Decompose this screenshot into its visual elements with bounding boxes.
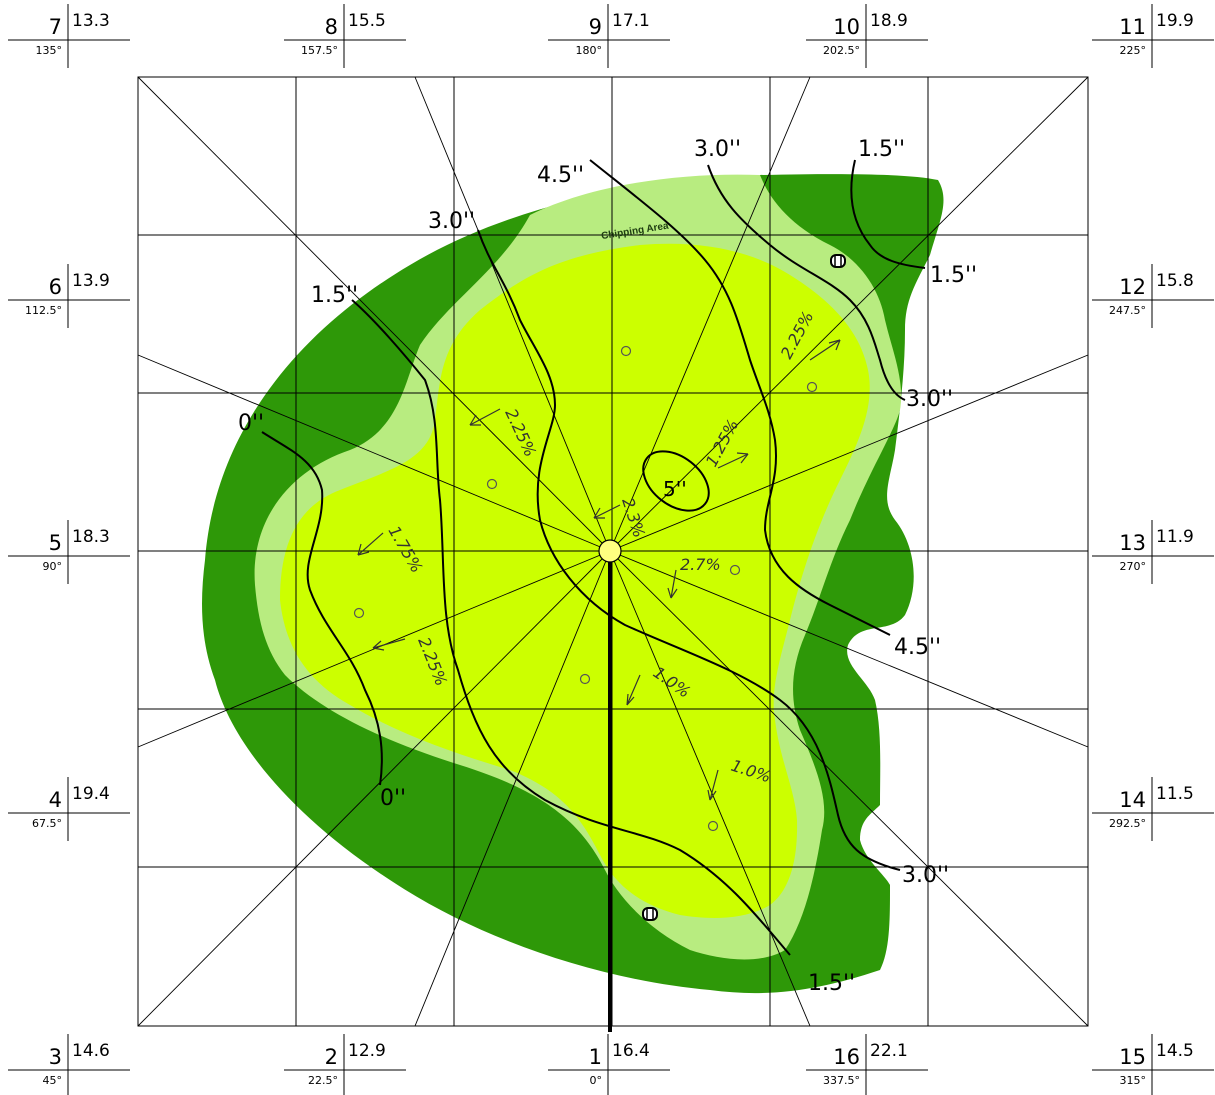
station-number: 13 xyxy=(1119,531,1146,555)
station-5: 5 18.3 90° xyxy=(8,520,130,584)
contour-label: 3.0'' xyxy=(694,137,741,162)
station-value: 11.5 xyxy=(1156,784,1194,804)
contour-label: 4.5'' xyxy=(894,635,941,660)
station-value: 14.6 xyxy=(72,1041,110,1061)
station-15: 15 14.5 315° xyxy=(1092,1034,1214,1095)
station-angle: 315° xyxy=(1120,1074,1147,1087)
station-3: 3 14.6 45° xyxy=(8,1034,130,1095)
station-value: 19.9 xyxy=(1156,11,1194,31)
station-4: 4 19.4 67.5° xyxy=(8,777,130,841)
station-value: 13.3 xyxy=(72,11,110,31)
station-angle: 270° xyxy=(1120,560,1147,573)
station-9: 9 17.1 180° xyxy=(548,4,670,68)
station-angle: 247.5° xyxy=(1109,304,1146,317)
station-angle: 292.5° xyxy=(1109,817,1146,830)
station-value: 15.8 xyxy=(1156,271,1194,291)
station-angle: 225° xyxy=(1120,44,1147,57)
contour-label: 1.5'' xyxy=(858,137,905,162)
station-angle: 112.5° xyxy=(25,304,62,317)
contour-label: 1.5'' xyxy=(808,971,855,996)
station-value: 11.9 xyxy=(1156,527,1194,547)
station-11: 11 19.9 225° xyxy=(1092,4,1214,68)
station-value: 17.1 xyxy=(612,11,650,31)
station-number: 10 xyxy=(833,15,860,39)
station-value: 22.1 xyxy=(870,1041,908,1061)
station-number: 7 xyxy=(49,15,62,39)
station-number: 14 xyxy=(1119,788,1146,812)
station-2: 2 12.9 22.5° xyxy=(284,1034,406,1095)
station-angle: 135° xyxy=(36,44,63,57)
station-value: 15.5 xyxy=(348,11,386,31)
station-6: 6 13.9 112.5° xyxy=(8,264,130,328)
station-number: 12 xyxy=(1119,275,1146,299)
station-value: 14.5 xyxy=(1156,1041,1194,1061)
station-number: 9 xyxy=(589,15,602,39)
station-number: 16 xyxy=(833,1045,860,1069)
station-number: 4 xyxy=(49,788,62,812)
station-8: 8 15.5 157.5° xyxy=(284,4,406,68)
station-angle: 67.5° xyxy=(32,817,62,830)
station-7: 7 13.3 135° xyxy=(8,4,130,68)
slope-label: 2.7% xyxy=(680,555,721,574)
station-value: 12.9 xyxy=(348,1041,386,1061)
station-angle: 180° xyxy=(576,44,603,57)
station-12: 12 15.8 247.5° xyxy=(1092,264,1214,328)
station-angle: 22.5° xyxy=(308,1074,338,1087)
contour-label: 0'' xyxy=(238,411,264,436)
station-number: 6 xyxy=(49,275,62,299)
station-number: 8 xyxy=(325,15,338,39)
station-number: 2 xyxy=(325,1045,338,1069)
station-number: 15 xyxy=(1119,1045,1146,1069)
contour-label: 3.0'' xyxy=(906,387,953,412)
contour-label: 3.0'' xyxy=(902,863,949,888)
station-angle: 45° xyxy=(43,1074,63,1087)
contour-label: 3.0'' xyxy=(428,209,475,234)
contour-label: 1.5'' xyxy=(311,283,358,308)
station-angle: 337.5° xyxy=(823,1074,860,1087)
drain-icon xyxy=(643,908,657,920)
center-hole xyxy=(599,540,621,562)
station-value: 18.3 xyxy=(72,527,110,547)
center-high-point-label: 5'' xyxy=(663,477,687,501)
station-angle: 202.5° xyxy=(823,44,860,57)
station-16: 16 22.1 337.5° xyxy=(806,1034,928,1095)
station-14: 14 11.5 292.5° xyxy=(1092,777,1214,841)
station-number: 3 xyxy=(49,1045,62,1069)
station-1: 1 16.4 0° xyxy=(548,1034,670,1095)
station-number: 11 xyxy=(1119,15,1146,39)
station-13: 13 11.9 270° xyxy=(1092,520,1214,584)
contour-label: 4.5'' xyxy=(537,163,584,188)
station-number: 1 xyxy=(589,1045,602,1069)
station-number: 5 xyxy=(49,531,62,555)
station-value: 19.4 xyxy=(72,784,110,804)
drain-icon xyxy=(831,255,845,267)
contour-label: 0'' xyxy=(380,786,406,811)
station-angle: 0° xyxy=(590,1074,603,1087)
station-angle: 90° xyxy=(43,560,63,573)
contour-label: 1.5'' xyxy=(930,263,977,288)
station-value: 13.9 xyxy=(72,271,110,291)
station-value: 18.9 xyxy=(870,11,908,31)
station-value: 16.4 xyxy=(612,1041,650,1061)
station-angle: 157.5° xyxy=(301,44,338,57)
station-10: 10 18.9 202.5° xyxy=(806,4,928,68)
